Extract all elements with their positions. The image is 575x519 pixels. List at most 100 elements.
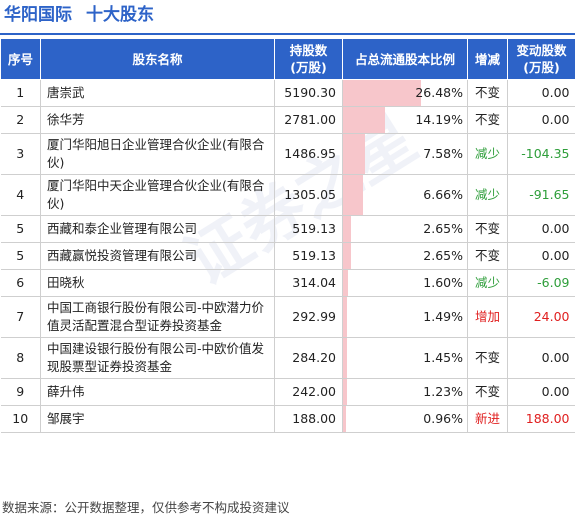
ratio-bar <box>343 216 351 242</box>
change-status: 不变 <box>467 242 508 270</box>
page-title: 华阳国际 十大股东 <box>4 2 154 28</box>
change-amount: 0.00 <box>507 337 575 379</box>
col-header-change-amount: 变动股数 (万股) <box>507 38 575 80</box>
shareholder-name: 厦门华阳中天企业管理合伙企业(有限合伙) <box>40 174 275 216</box>
col-header-name: 股东名称 <box>40 38 275 80</box>
table-row: 7 中国工商银行股份有限公司-中欧潜力价值灵活配置混合型证券投资基金 292.99 1… <box>0 296 575 338</box>
col-header-change: 增减 <box>467 38 508 80</box>
row-index: 1 <box>0 79 41 107</box>
ratio-cell: 14.19% <box>342 106 468 134</box>
row-index: 5 <box>0 215 41 243</box>
shareholder-name: 厦门华阳旭日企业管理合伙企业(有限合伙) <box>40 133 275 175</box>
col-header-index: 序号 <box>0 38 41 80</box>
table-row: 9 薛升伟 242.00 1.23% 不变 0.00 <box>0 378 575 406</box>
col-header-holding: 持股数 (万股) <box>274 38 343 80</box>
table-row: 5 西藏和泰企业管理有限公司 519.13 2.65% 不变 0.00 <box>0 215 575 243</box>
shareholder-name: 徐华芳 <box>40 106 275 134</box>
holding-amount: 2781.00 <box>274 106 343 134</box>
shareholder-name: 中国建设银行股份有限公司-中欧价值发现股票型证券投资基金 <box>40 337 275 379</box>
ratio-text: 6.66% <box>423 187 463 202</box>
change-status: 增加 <box>467 296 508 338</box>
holding-amount: 1486.95 <box>274 133 343 175</box>
change-status: 不变 <box>467 215 508 243</box>
change-amount: -6.09 <box>507 269 575 297</box>
ratio-cell: 1.45% <box>342 337 468 379</box>
ratio-cell: 2.65% <box>342 242 468 270</box>
ratio-text: 1.45% <box>423 350 463 365</box>
ratio-cell: 7.58% <box>342 133 468 175</box>
holding-amount: 5190.30 <box>274 79 343 107</box>
row-index: 2 <box>0 106 41 134</box>
shareholder-table: 序号 股东名称 持股数 (万股) 占总流通股本比例 增减 变动股数 (万股) 1… <box>0 38 575 433</box>
ratio-bar <box>343 270 348 296</box>
table-row: 4 厦门华阳中天企业管理合伙企业(有限合伙) 1305.05 6.66% 减少 -91.6… <box>0 174 575 216</box>
change-status: 减少 <box>467 133 508 175</box>
table-header-row: 序号 股东名称 持股数 (万股) 占总流通股本比例 增减 变动股数 (万股) <box>0 38 575 80</box>
change-status: 不变 <box>467 378 508 406</box>
row-index: 4 <box>0 174 41 216</box>
change-amount: 0.00 <box>507 215 575 243</box>
change-status: 不变 <box>467 79 508 107</box>
change-amount: -91.65 <box>507 174 575 216</box>
change-status: 不变 <box>467 106 508 134</box>
change-amount: 24.00 <box>507 296 575 338</box>
row-index: 6 <box>0 269 41 297</box>
table-row: 6 田晓秋 314.04 1.60% 减少 -6.09 <box>0 269 575 297</box>
ratio-bar <box>343 134 366 174</box>
shareholder-name: 田晓秋 <box>40 269 275 297</box>
change-amount: 0.00 <box>507 378 575 406</box>
holding-amount: 242.00 <box>274 378 343 406</box>
ratio-bar <box>343 379 347 405</box>
table-row: 5 西藏赢悦投资管理有限公司 519.13 2.65% 不变 0.00 <box>0 242 575 270</box>
ratio-text: 0.96% <box>423 411 463 426</box>
change-status: 新进 <box>467 405 508 433</box>
holding-amount: 292.99 <box>274 296 343 338</box>
ratio-text: 1.23% <box>423 384 463 399</box>
title-underline <box>0 33 575 35</box>
change-amount: 0.00 <box>507 106 575 134</box>
ratio-bar <box>343 297 348 337</box>
row-index: 7 <box>0 296 41 338</box>
table-row: 2 徐华芳 2781.00 14.19% 不变 0.00 <box>0 106 575 134</box>
change-amount: 0.00 <box>507 242 575 270</box>
page-subtitle: 十大股东 <box>86 5 154 25</box>
ratio-cell: 0.96% <box>342 405 468 433</box>
holding-amount: 519.13 <box>274 215 343 243</box>
shareholder-name: 西藏和泰企业管理有限公司 <box>40 215 275 243</box>
shareholder-name: 西藏赢悦投资管理有限公司 <box>40 242 275 270</box>
ratio-text: 2.65% <box>423 221 463 236</box>
ratio-text: 2.65% <box>423 248 463 263</box>
ratio-text: 14.19% <box>415 112 463 127</box>
ratio-bar <box>343 406 346 432</box>
holding-amount: 284.20 <box>274 337 343 379</box>
table-row: 8 中国建设银行股份有限公司-中欧价值发现股票型证券投资基金 284.20 1.45%… <box>0 337 575 379</box>
change-amount: 0.00 <box>507 79 575 107</box>
ratio-cell: 1.49% <box>342 296 468 338</box>
ratio-bar <box>343 80 421 106</box>
row-index: 3 <box>0 133 41 175</box>
ratio-cell: 1.23% <box>342 378 468 406</box>
row-index: 10 <box>0 405 41 433</box>
shareholder-name: 中国工商银行股份有限公司-中欧潜力价值灵活配置混合型证券投资基金 <box>40 296 275 338</box>
ratio-cell: 2.65% <box>342 215 468 243</box>
holding-amount: 519.13 <box>274 242 343 270</box>
ratio-text: 1.60% <box>423 275 463 290</box>
ratio-bar <box>343 243 351 269</box>
ratio-cell: 6.66% <box>342 174 468 216</box>
change-status: 不变 <box>467 337 508 379</box>
shareholder-name: 唐崇武 <box>40 79 275 107</box>
holding-amount: 314.04 <box>274 269 343 297</box>
data-source-note: 数据来源：公开数据整理，仅供参考不构成投资建议 <box>2 500 290 515</box>
ratio-text: 26.48% <box>415 85 463 100</box>
change-amount: 188.00 <box>507 405 575 433</box>
table-row: 1 唐崇武 5190.30 26.48% 不变 0.00 <box>0 79 575 107</box>
holding-amount: 1305.05 <box>274 174 343 216</box>
ratio-cell: 1.60% <box>342 269 468 297</box>
holding-amount: 188.00 <box>274 405 343 433</box>
ratio-bar <box>343 175 363 215</box>
change-status: 减少 <box>467 174 508 216</box>
ratio-bar <box>343 107 385 133</box>
row-index: 9 <box>0 378 41 406</box>
shareholder-name: 薛升伟 <box>40 378 275 406</box>
row-index: 5 <box>0 242 41 270</box>
